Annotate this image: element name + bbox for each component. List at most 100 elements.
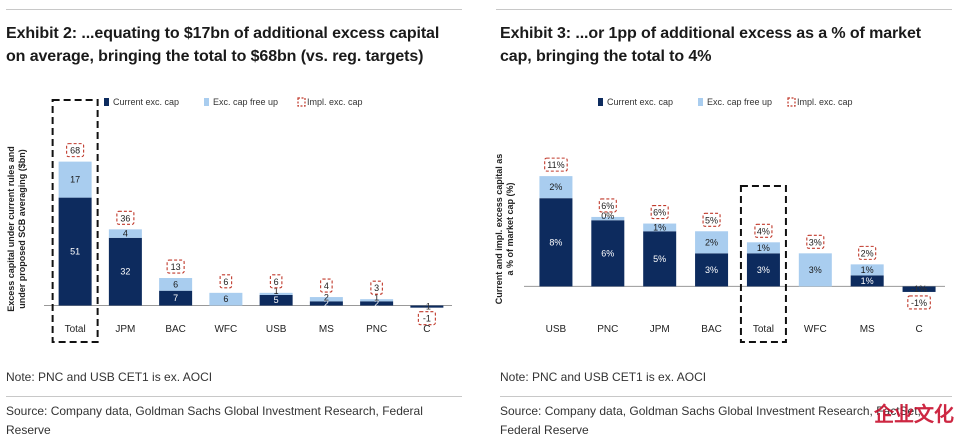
bar-freeup	[360, 299, 394, 302]
implied-box	[269, 274, 283, 289]
bar-current	[410, 305, 444, 308]
legend-swatch	[204, 98, 209, 106]
implied-label: 2%	[861, 248, 874, 258]
implied-box	[544, 157, 568, 172]
x-tick-label: Total	[65, 324, 86, 335]
bar-current	[643, 231, 677, 287]
implied-box	[806, 234, 825, 249]
implied-box	[650, 205, 669, 220]
implied-box	[754, 223, 773, 238]
x-tick-label: MS	[319, 324, 334, 335]
x-tick-label: BAC	[701, 324, 722, 335]
data-label-current: 5	[274, 295, 279, 305]
data-label-freeup: 6	[173, 279, 178, 289]
bar-freeup	[259, 292, 293, 295]
x-tick-label: JPM	[115, 324, 135, 335]
data-label-current: 2	[374, 298, 379, 308]
data-label-freeup: 17	[70, 175, 80, 185]
x-tick-label: WFC	[214, 324, 237, 335]
bar-current	[850, 275, 884, 287]
data-label-current: -1%	[911, 284, 927, 294]
exhibit-2-note: Note: PNC and USB CET1 is ex. AOCI	[6, 370, 213, 384]
exhibit-3-source: Source: Company data, Goldman Sachs Glob…	[500, 404, 921, 437]
implied-label: 3	[374, 283, 379, 293]
bar-freeup	[643, 223, 677, 232]
implied-label: 6%	[601, 201, 614, 211]
y-axis-title: a % of market cap (%)	[505, 182, 515, 275]
data-label-current: 32	[120, 267, 130, 277]
data-label-freeup: 6	[223, 294, 228, 304]
exhibit-2-title: Exhibit 2: ...equating to $17bn of addit…	[6, 25, 440, 65]
data-label-current: 6%	[601, 248, 614, 258]
legend-label: Exc. cap free up	[707, 97, 772, 107]
data-label-freeup: 1%	[757, 243, 770, 253]
bar-current	[58, 197, 92, 306]
bar-freeup	[850, 264, 884, 276]
x-tick-label: BAC	[165, 324, 186, 335]
implied-box	[417, 311, 436, 326]
data-label-current: 8%	[549, 237, 562, 247]
implied-label: 36	[120, 213, 130, 223]
legend-label: Impl. exc. cap	[797, 97, 853, 107]
exhibit-2-source: Source: Company data, Goldman Sachs Glob…	[6, 404, 423, 437]
legend-swatch	[787, 97, 796, 107]
implied-box	[116, 210, 135, 225]
bar-current	[108, 237, 142, 306]
bar-freeup	[209, 292, 243, 306]
x-tick-label: USB	[266, 324, 287, 335]
exhibit-3-title: Exhibit 3: ...or 1pp of additional exces…	[500, 25, 921, 65]
x-tick-label: WFC	[804, 324, 827, 335]
bar-freeup	[539, 176, 573, 199]
data-label-current: 3%	[705, 265, 718, 275]
x-tick-label: PNC	[366, 324, 387, 335]
legend-swatch	[297, 97, 306, 107]
y-axis-title: under proposed SCB averaging ($bn)	[17, 149, 27, 309]
bar-current	[591, 220, 625, 287]
x-tick-label: USB	[546, 324, 567, 335]
implied-box	[320, 278, 333, 293]
data-label-current: 2	[324, 298, 329, 308]
bar-freeup	[309, 297, 343, 302]
x-tick-label: C	[915, 324, 922, 335]
x-tick-label: JPM	[650, 324, 670, 335]
data-label-freeup: 1%	[861, 265, 874, 275]
data-label-freeup: 0%	[601, 211, 614, 221]
legend-swatch	[598, 98, 603, 106]
implied-box	[858, 245, 877, 260]
data-label-current: 7	[173, 293, 178, 303]
bar-current	[695, 253, 729, 287]
implied-label: 11%	[547, 160, 564, 170]
y-axis-title: Excess capital under current rules and	[6, 146, 16, 312]
implied-label: 4	[324, 281, 329, 291]
legend-label: Current exc. cap	[113, 97, 179, 107]
implied-box	[219, 274, 233, 289]
bar-freeup	[108, 229, 142, 238]
x-tick-label: Total	[753, 324, 774, 335]
implied-label: 6	[223, 277, 228, 287]
data-label-freeup: 2%	[549, 182, 562, 192]
exhibit-3-note: Note: PNC and USB CET1 is ex. AOCI	[500, 370, 707, 384]
implied-label: 3%	[809, 237, 822, 247]
data-label-freeup: 2	[324, 292, 329, 302]
implied-label: 6%	[653, 208, 666, 218]
top-divider	[496, 9, 952, 10]
bar-current	[902, 286, 936, 292]
data-label-current: 5%	[653, 254, 666, 264]
legend-label: Current exc. cap	[607, 97, 673, 107]
x-tick-label: C	[423, 324, 430, 335]
bar-current	[159, 290, 193, 306]
data-label-freeup: 1%	[653, 222, 666, 232]
implied-box	[907, 295, 931, 310]
data-label-current: 51	[70, 247, 80, 257]
highlight-box	[51, 99, 99, 343]
highlight-box	[739, 185, 787, 343]
implied-label: 4%	[757, 226, 770, 236]
data-label-freeup: 4	[123, 229, 128, 239]
implied-label: 68	[70, 146, 80, 156]
data-label-current: -1	[423, 302, 431, 312]
legend-label: Impl. exc. cap	[307, 97, 363, 107]
data-label-freeup: 1	[374, 292, 379, 302]
data-label-current: 3%	[757, 265, 770, 275]
implied-label: 6	[274, 277, 279, 287]
bar-freeup	[746, 242, 780, 254]
